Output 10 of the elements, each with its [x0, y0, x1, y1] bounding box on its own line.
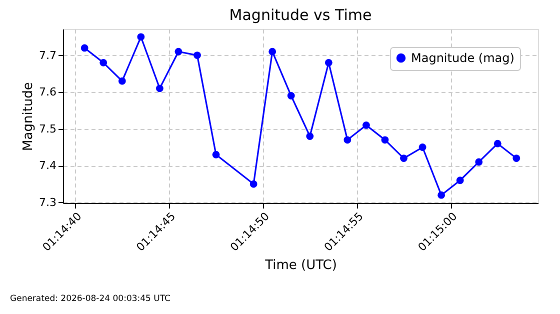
- y-axis-title: Magnitude: [21, 82, 36, 151]
- y-tick-label: 7.3: [39, 196, 56, 209]
- y-tick-label: 7.5: [39, 122, 56, 136]
- x-axis-title: Time (UTC): [264, 258, 337, 274]
- chart-title: Magnitude vs Time: [229, 6, 372, 24]
- text: Generated: 2026-08-24 00:03:45 UTC: [10, 294, 171, 304]
- y-tick-label: 7.4: [39, 159, 56, 172]
- y-tick-label: 7.7: [39, 48, 56, 62]
- legend-label: Magnitude (mag): [411, 51, 514, 65]
- y-tick-label: 7.6: [39, 86, 56, 99]
